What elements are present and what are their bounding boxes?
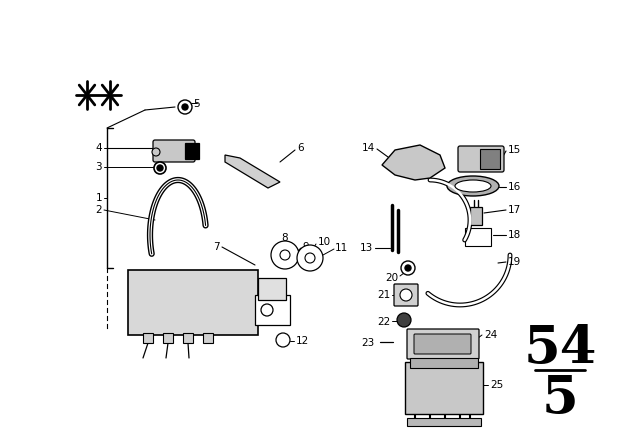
FancyBboxPatch shape [203, 333, 213, 343]
Text: 18: 18 [508, 230, 521, 240]
Circle shape [276, 333, 290, 347]
Ellipse shape [447, 176, 499, 196]
FancyBboxPatch shape [407, 329, 479, 359]
Text: 5: 5 [193, 99, 200, 109]
FancyBboxPatch shape [128, 270, 258, 335]
Text: 12: 12 [296, 336, 309, 346]
Circle shape [397, 313, 411, 327]
Text: 17: 17 [508, 205, 521, 215]
Circle shape [261, 304, 273, 316]
FancyBboxPatch shape [163, 333, 173, 343]
FancyBboxPatch shape [183, 333, 193, 343]
FancyBboxPatch shape [410, 358, 478, 368]
Text: 21: 21 [377, 290, 390, 300]
Text: 19: 19 [508, 257, 521, 267]
Text: 54: 54 [524, 323, 596, 374]
FancyBboxPatch shape [143, 333, 153, 343]
Circle shape [280, 250, 290, 260]
FancyBboxPatch shape [153, 140, 195, 162]
FancyBboxPatch shape [394, 284, 418, 306]
Polygon shape [382, 145, 445, 180]
Text: 8: 8 [282, 233, 288, 243]
FancyBboxPatch shape [255, 295, 290, 325]
Circle shape [178, 100, 192, 114]
FancyBboxPatch shape [458, 146, 504, 172]
Text: 3: 3 [95, 162, 102, 172]
Circle shape [401, 261, 415, 275]
Text: 11: 11 [335, 243, 348, 253]
Text: 22: 22 [377, 317, 390, 327]
FancyBboxPatch shape [185, 143, 199, 159]
Text: 4: 4 [95, 143, 102, 153]
Text: 13: 13 [360, 243, 373, 253]
Text: 20: 20 [385, 273, 398, 283]
Text: 7: 7 [213, 242, 220, 252]
Circle shape [182, 104, 188, 110]
Text: 24: 24 [484, 330, 497, 340]
FancyBboxPatch shape [470, 207, 482, 225]
Text: 2: 2 [95, 205, 102, 215]
Circle shape [305, 253, 315, 263]
Text: 16: 16 [508, 182, 521, 192]
FancyBboxPatch shape [480, 149, 500, 169]
FancyBboxPatch shape [258, 278, 286, 300]
Circle shape [400, 289, 412, 301]
Circle shape [405, 265, 411, 271]
Circle shape [154, 162, 166, 174]
Polygon shape [225, 155, 280, 188]
Text: 23: 23 [361, 338, 374, 348]
Text: 5: 5 [541, 372, 579, 423]
Text: 15: 15 [508, 145, 521, 155]
FancyBboxPatch shape [407, 418, 481, 426]
Circle shape [152, 148, 160, 156]
Circle shape [271, 241, 299, 269]
Ellipse shape [455, 180, 491, 192]
Text: 6: 6 [297, 143, 303, 153]
FancyBboxPatch shape [465, 228, 491, 246]
Circle shape [157, 165, 163, 171]
Text: 14: 14 [362, 143, 375, 153]
FancyBboxPatch shape [405, 362, 483, 414]
Circle shape [297, 245, 323, 271]
Text: 10: 10 [318, 237, 331, 247]
Text: 25: 25 [490, 380, 503, 390]
Text: 1: 1 [95, 193, 102, 203]
Text: 9: 9 [302, 242, 308, 252]
FancyBboxPatch shape [414, 334, 471, 354]
